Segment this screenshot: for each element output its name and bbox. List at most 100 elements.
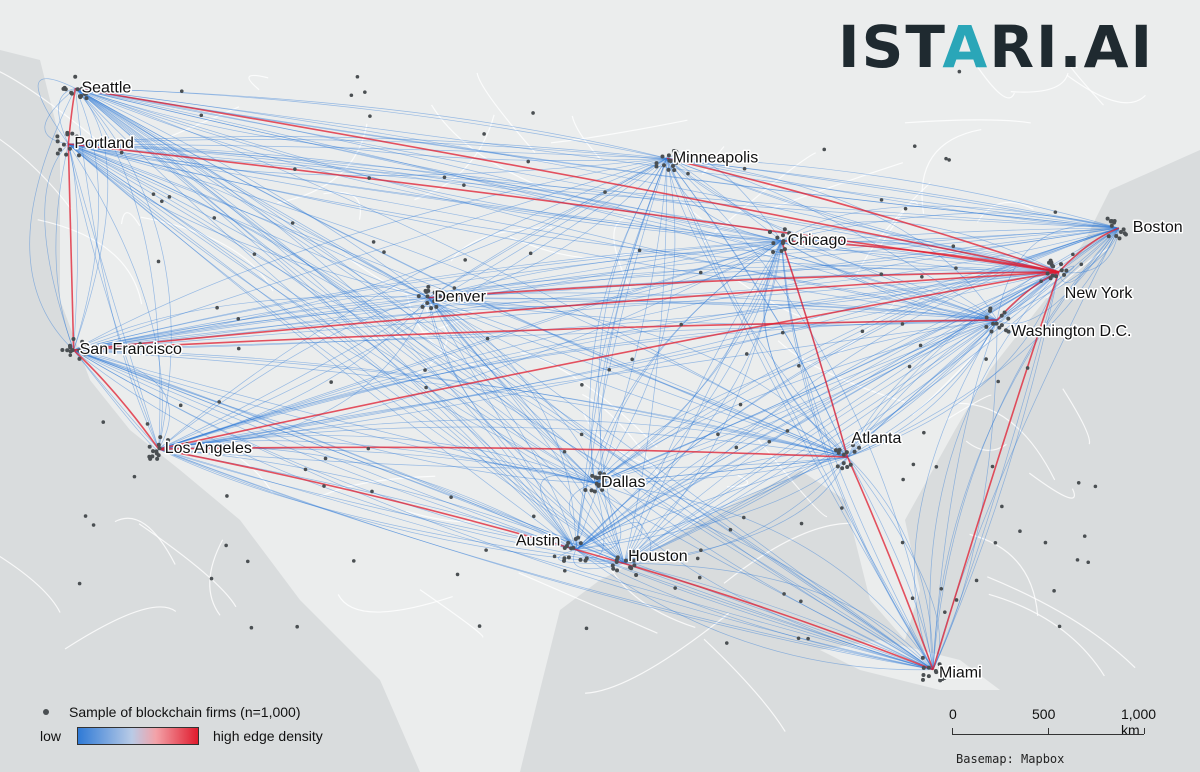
firm-dot [602, 478, 607, 483]
firm-dot [611, 566, 616, 571]
edge-low [666, 158, 934, 670]
firm-dot [64, 152, 69, 157]
edge-low [68, 143, 577, 550]
density-gradient-bar [77, 727, 200, 745]
firm-dot [83, 352, 88, 357]
firm-dot [984, 315, 989, 320]
edge-low [68, 143, 782, 242]
road-line [921, 128, 982, 214]
legend-firms-label: Sample of blockchain firms (n=1,000) [69, 704, 301, 720]
firm-dot [252, 252, 257, 256]
road-line [1068, 61, 1104, 106]
firm-dot [157, 446, 162, 451]
edge-low [781, 240, 934, 670]
firm-dot-icon [43, 709, 49, 715]
edge-low [594, 482, 934, 670]
city-label: New York [1065, 285, 1134, 302]
firm-dot [782, 592, 786, 596]
edge-low [575, 271, 1059, 550]
road-line [946, 394, 992, 421]
edge-low [781, 240, 934, 670]
firm-dot [83, 514, 88, 518]
edge-low [75, 88, 577, 550]
firm-dot [632, 563, 637, 568]
firm-dot [578, 557, 583, 562]
edge-low [590, 158, 668, 483]
edge-low [73, 349, 625, 564]
edge-low [75, 88, 577, 550]
firm-dot [997, 325, 1002, 330]
edge-low [781, 212, 1119, 242]
edge-low [158, 419, 848, 458]
firm-dot [844, 450, 849, 455]
edge-low [73, 349, 159, 450]
edge-low [428, 297, 848, 458]
firm-dot [984, 324, 989, 329]
firm-dot [1052, 589, 1056, 593]
road-line [450, 227, 553, 262]
firm-dot [74, 143, 79, 148]
edge-low [68, 143, 998, 321]
edge-low [158, 297, 429, 450]
firm-dot [628, 559, 633, 564]
firm-dot [303, 467, 308, 472]
firm-dot [185, 442, 189, 446]
edge-low [666, 158, 998, 321]
edge-low [68, 143, 1059, 273]
edge-low [575, 482, 605, 558]
road-line [430, 104, 566, 197]
firm-dot [697, 575, 702, 580]
firm-dot [672, 168, 677, 173]
firm-dot [77, 581, 82, 586]
firm-dot [837, 447, 842, 452]
firm-dot [782, 247, 787, 252]
firm-dot [1079, 262, 1084, 267]
firm-dot [632, 558, 637, 563]
city-label: Seattle [81, 79, 131, 96]
firm-dot [455, 572, 460, 577]
edge-low [594, 240, 782, 484]
firm-dot [70, 131, 75, 136]
road-line [0, 555, 61, 613]
city-label: Miami [939, 665, 982, 682]
firm-dot [217, 400, 222, 404]
edge-low [73, 88, 99, 351]
firm-dot [83, 342, 88, 347]
firm-dot [1002, 310, 1007, 315]
edge-low [575, 456, 848, 550]
edge-low [575, 227, 1119, 550]
edge-low [68, 143, 577, 550]
firm-dot [178, 403, 183, 408]
edge-low [75, 88, 625, 564]
firm-dot [911, 462, 916, 467]
firm-dot [623, 558, 628, 563]
firm-dot [382, 250, 386, 254]
firm-dot [1000, 504, 1004, 509]
road-line [114, 517, 176, 565]
road-line [37, 219, 143, 305]
edge-low [75, 88, 625, 564]
firm-dot [569, 546, 574, 551]
road-line [571, 115, 602, 160]
scale-line [952, 734, 1144, 735]
edge-low [575, 158, 668, 550]
edge-low [67, 143, 160, 450]
firm-dot [156, 259, 161, 264]
firm-dot [670, 164, 675, 169]
city-label: Dallas [601, 474, 645, 491]
firm-dot [592, 489, 597, 494]
firm-dot [1121, 227, 1126, 232]
edge-low [73, 297, 429, 351]
firm-dot [850, 443, 855, 448]
firm-dot [71, 337, 76, 342]
firm-dot [589, 488, 594, 493]
edge-low [575, 522, 643, 564]
edge-low [68, 143, 934, 670]
edge-low [666, 158, 782, 242]
edge-low [68, 143, 163, 450]
firm-dot [84, 91, 89, 96]
firm-dot [596, 483, 601, 488]
edge-layer-high [67, 87, 1120, 671]
